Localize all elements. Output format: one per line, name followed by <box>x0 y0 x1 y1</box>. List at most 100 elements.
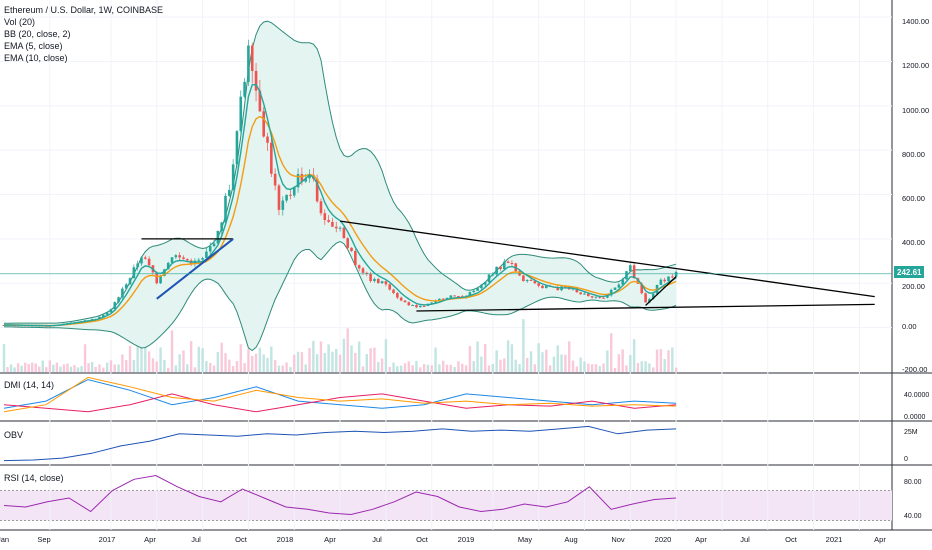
volume-bar <box>251 355 254 372</box>
candle-body <box>541 285 544 289</box>
candle-body <box>625 271 628 280</box>
volume-bar <box>205 361 208 372</box>
volume-bar <box>663 359 666 372</box>
volume-bar <box>335 348 338 372</box>
volume-bar <box>403 363 407 372</box>
candle-body <box>380 281 384 284</box>
volume-bar <box>277 365 281 372</box>
candle-body <box>258 90 262 112</box>
dmi-pane-label[interactable]: DMI (14, 14) <box>4 380 55 390</box>
candle-body <box>166 262 170 270</box>
candle-body <box>98 316 101 319</box>
candle-body <box>640 283 644 294</box>
volume-bar <box>602 363 605 372</box>
volume-bar <box>583 361 586 372</box>
candle-body <box>121 288 124 298</box>
candle-body <box>350 247 353 252</box>
candle-body <box>621 279 624 285</box>
price-tick: 400.00 <box>902 238 925 247</box>
candle-body <box>606 295 609 298</box>
candle-body <box>651 293 655 299</box>
volume-bar <box>495 350 498 372</box>
volume-bar <box>468 346 472 372</box>
rsi-pane-label[interactable]: RSI (14, close) <box>4 473 64 483</box>
candle-body <box>136 263 139 268</box>
candle-body <box>334 226 338 229</box>
candle-body <box>292 187 296 196</box>
volume-bar <box>220 342 223 372</box>
candle-body <box>113 302 117 310</box>
candle-body <box>308 174 311 179</box>
obv-line <box>3 425 677 462</box>
indicator-bollinger[interactable]: BB (20, close, 2) <box>4 29 71 39</box>
candle-body <box>583 293 586 295</box>
volume-bar <box>568 341 571 372</box>
candle-body <box>361 268 365 273</box>
obv-pane-label[interactable]: OBV <box>4 430 24 440</box>
volume-bar <box>655 349 659 372</box>
volume-bar <box>606 350 609 372</box>
indicator-ema-5[interactable]: EMA (5, close) <box>4 41 63 51</box>
volume-bar <box>105 362 109 372</box>
volume-bar <box>98 364 101 372</box>
volume-bar <box>27 364 30 372</box>
volume-bar <box>59 366 62 372</box>
volume-bar <box>80 366 83 372</box>
volume-bar <box>224 353 227 372</box>
volume-bar <box>541 352 544 372</box>
volume-bar <box>648 363 651 372</box>
time-tick: Apr <box>324 535 336 544</box>
volume-bar <box>34 363 37 372</box>
volume-bar <box>23 362 27 372</box>
candle-body <box>674 271 678 277</box>
price-tick: 800.00 <box>902 150 925 159</box>
volume-bar <box>9 364 13 372</box>
candle-body <box>170 257 174 263</box>
candle-body <box>178 255 181 258</box>
time-axis[interactable]: Jan Sep 2017 Apr Jul Oct 2018 Apr Jul Oc… <box>0 535 886 544</box>
candle-body <box>373 279 376 282</box>
candle-body <box>579 292 582 295</box>
volume-bar <box>197 346 200 372</box>
indicator-volume[interactable]: Vol (20) <box>4 17 36 27</box>
volume-bar <box>640 361 643 372</box>
candle-body <box>415 305 418 308</box>
volume-bar <box>453 366 456 372</box>
candle-body <box>667 276 670 282</box>
dmi-tick: 0.0000 <box>904 414 926 421</box>
volume-bar <box>228 359 231 372</box>
candle-body <box>613 287 617 290</box>
volume-bar <box>632 339 636 372</box>
candle-body <box>231 164 235 191</box>
indicator-ema-10[interactable]: EMA (10, close) <box>4 53 68 63</box>
volume-bar <box>571 360 575 372</box>
price-axis[interactable]: 1400.00 1200.00 1000.00 800.00 600.00 40… <box>902 17 929 374</box>
volume-bar <box>518 364 521 372</box>
price-tick: 0.00 <box>902 322 917 331</box>
price-tick: 600.00 <box>902 194 925 203</box>
candle-body <box>235 131 239 165</box>
candle-body <box>266 136 269 143</box>
candle-body <box>636 278 640 284</box>
volume-bar <box>380 358 384 372</box>
candle-body <box>632 265 636 279</box>
time-tick: Oct <box>785 535 798 544</box>
candle-body <box>140 257 143 264</box>
volume-bar <box>545 349 548 372</box>
candle-body <box>510 263 514 265</box>
candle-body <box>602 297 605 299</box>
volume-bar <box>45 367 48 372</box>
volume-bar <box>193 367 197 372</box>
candle-body <box>174 255 178 258</box>
volume-bar <box>55 362 59 372</box>
volume-bar <box>209 362 212 372</box>
price-tick: 1400.00 <box>902 17 929 26</box>
trendline <box>416 303 875 312</box>
candle-body <box>502 261 506 270</box>
candle-body <box>430 302 434 304</box>
chart-title[interactable]: Ethereum / U.S. Dollar, 1W, COINBASE <box>4 5 164 15</box>
chart-legend: Ethereum / U.S. Dollar, 1W, COINBASE Vol… <box>4 4 163 64</box>
candle-body <box>483 282 487 285</box>
rsi-band <box>0 490 892 521</box>
